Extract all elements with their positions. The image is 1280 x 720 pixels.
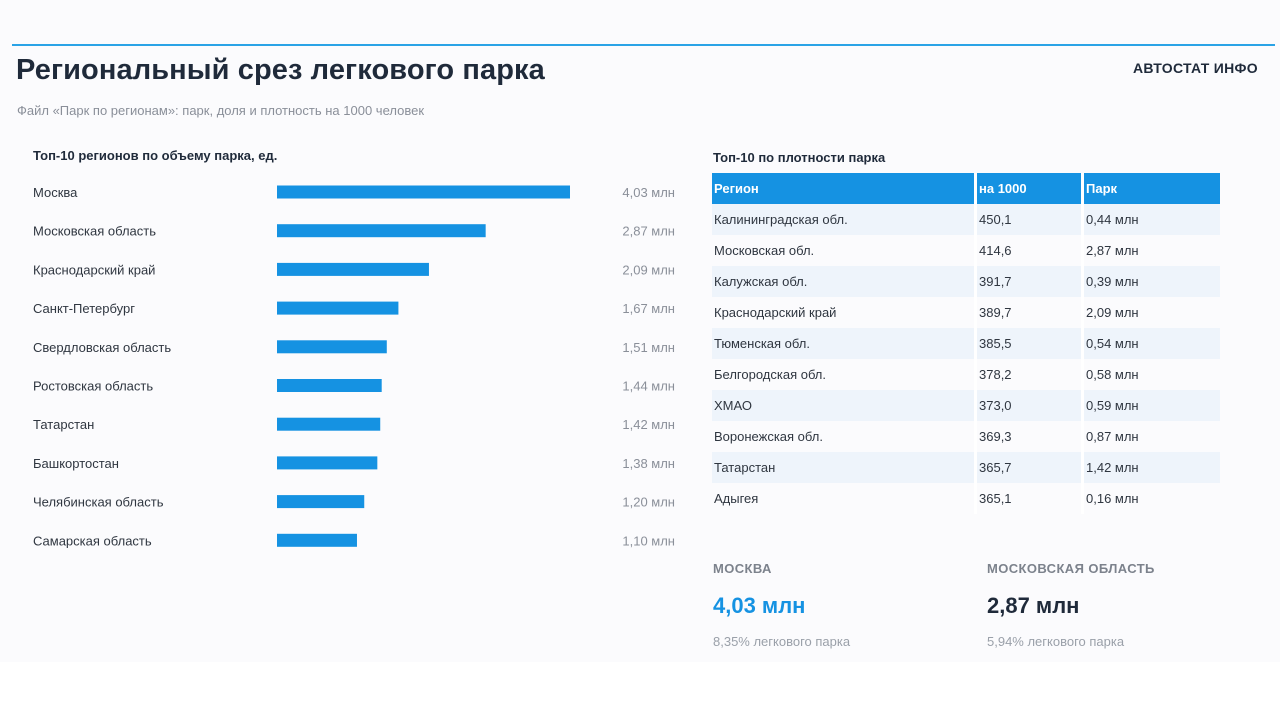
table-row: ХМАО 373,0 0,59 млн — [712, 390, 1220, 421]
bar-value-label: 1,10 млн — [622, 533, 675, 548]
cell-park: 0,59 млн — [1082, 390, 1220, 421]
bar-category-label: Краснодарский край — [33, 262, 155, 277]
table-header-row: Регион на 1000 Парк — [712, 173, 1220, 204]
column-header-park: Парк — [1082, 173, 1220, 204]
page-subtitle: Файл «Парк по регионам»: парк, доля и пл… — [17, 103, 425, 118]
kpi-label: МОСКОВСКАЯ ОБЛАСТЬ — [987, 561, 1155, 576]
cell-park: 2,09 млн — [1086, 305, 1139, 320]
bar — [277, 185, 570, 199]
kpi-note: 8,35% легкового парка — [713, 634, 851, 649]
cell-region: Адыгея — [712, 483, 977, 514]
table-row: Калининградская обл. 450,1 0,44 млн — [712, 204, 1220, 235]
kpi-card-moscow: МОСКВА 4,03 млн 8,35% легкового парка — [713, 561, 850, 649]
bar-value-label: 1,20 млн — [622, 495, 675, 510]
bar-category-label: Ростовская область — [33, 379, 153, 394]
bar-value-label: 2,87 млн — [622, 224, 675, 239]
cell-per-1000: 385,5 — [975, 328, 1084, 359]
kpi-label: МОСКВА — [713, 561, 772, 576]
bar-category-label: Челябинская область — [33, 495, 164, 510]
cell-per-1000: 378,2 — [975, 359, 1084, 390]
bar-value-label: 2,09 млн — [622, 262, 675, 277]
cell-per-1000: 365,1 — [975, 483, 1084, 514]
cell-park: 0,16 млн — [1086, 491, 1139, 506]
bar-value-label: 1,38 млн — [622, 456, 675, 471]
cell-park: 1,42 млн — [1082, 452, 1220, 483]
table-row: Белгородская обл. 378,2 0,58 млн — [712, 359, 1220, 390]
bar — [277, 495, 365, 509]
bar-value-label: 1,44 млн — [622, 379, 675, 394]
cell-per-1000: 365,7 — [975, 452, 1084, 483]
cell-park: 2,87 млн — [1086, 243, 1139, 258]
kpi-value: 2,87 млн — [987, 593, 1080, 618]
bar-value-label: 4,03 млн — [622, 185, 675, 200]
cell-per-1000: 391,7 — [975, 266, 1084, 297]
cell-region: Воронежская обл. — [712, 421, 977, 452]
kpi-value: 4,03 млн — [713, 593, 806, 618]
table-row: Краснодарский край 389,7 2,09 млн — [712, 297, 1220, 328]
bar — [277, 262, 429, 276]
bar-category-label: Санкт-Петербург — [33, 301, 135, 316]
bar-category-label: Башкортостан — [33, 456, 119, 471]
cell-per-1000: 389,7 — [975, 297, 1084, 328]
cell-per-1000: 369,3 — [975, 421, 1084, 452]
kpi-card-moscow-oblast: МОСКОВСКАЯ ОБЛАСТЬ 2,87 млн 5,94% легков… — [987, 561, 1155, 649]
cell-per-1000: 450,1 — [975, 204, 1084, 235]
cell-region: Татарстан — [712, 452, 977, 483]
bar-value-label: 1,42 млн — [622, 417, 675, 432]
cell-region: Калининградская обл. — [712, 204, 977, 235]
density-table: Регион на 1000 Парк Калининградская обл.… — [712, 173, 1220, 514]
density-table-body: Калининградская обл. 450,1 0,44 млн Московс… — [712, 204, 1220, 514]
bar — [277, 417, 381, 431]
cell-park: 0,39 млн — [1082, 266, 1220, 297]
bar-category-label: Самарская область — [33, 533, 152, 548]
cell-park: 0,58 млн — [1086, 367, 1139, 382]
bar — [277, 301, 399, 315]
table-row: Воронежская обл. 369,3 0,87 млн — [712, 421, 1220, 452]
bar-chart-title: Топ-10 регионов по объему парка, ед. — [33, 148, 278, 163]
density-table-title: Топ-10 по плотности парка — [713, 150, 886, 165]
bar-category-label: Свердловская область — [33, 340, 171, 355]
bar-category-label: Московская область — [33, 224, 156, 239]
table-row: Московская обл. 414,6 2,87 млн — [712, 235, 1220, 266]
table-row: Татарстан 365,7 1,42 млн — [712, 452, 1220, 483]
kpi-note: 5,94% легкового парка — [987, 634, 1125, 649]
bar-value-label: 1,67 млн — [622, 301, 675, 316]
cell-region: ХМАО — [712, 390, 977, 421]
top-rule — [12, 44, 1275, 46]
table-row: Адыгея 365,1 0,16 млн — [712, 483, 1220, 514]
page-title: Региональный срез легкового парка — [16, 54, 545, 86]
slide: Региональный срез легкового парка Файл «… — [12, 44, 1275, 649]
cell-park: 0,54 млн — [1082, 328, 1220, 359]
table-row: Тюменская обл. 385,5 0,54 млн — [712, 328, 1220, 359]
column-header-per-1000: на 1000 — [975, 173, 1084, 204]
bar — [277, 224, 486, 238]
region-volume-bar-chart: Москва 4,03 млн Московская область 2,87 млн… — [33, 185, 675, 548]
table-row: Калужская обл. 391,7 0,39 млн — [712, 266, 1220, 297]
cell-region: Краснодарский край — [712, 297, 977, 328]
bar — [277, 379, 382, 392]
cell-region: Московская обл. — [712, 235, 977, 266]
cell-per-1000: 373,0 — [975, 390, 1084, 421]
brand-logo-text: АВТОСТАТ ИНФО — [1133, 60, 1258, 76]
cell-per-1000: 414,6 — [975, 235, 1084, 266]
bar — [277, 456, 378, 470]
cell-region: Тюменская обл. — [712, 328, 977, 359]
bar-category-label: Татарстан — [33, 417, 94, 432]
bar-category-label: Москва — [33, 185, 78, 200]
bar-value-label: 1,51 млн — [622, 340, 675, 355]
bar — [277, 340, 387, 354]
cell-region: Калужская обл. — [712, 266, 977, 297]
cell-park: 0,44 млн — [1082, 204, 1220, 235]
column-header-region: Регион — [712, 173, 977, 204]
bar — [277, 533, 357, 547]
cell-park: 0,87 млн — [1086, 429, 1139, 444]
cell-region: Белгородская обл. — [712, 359, 977, 390]
